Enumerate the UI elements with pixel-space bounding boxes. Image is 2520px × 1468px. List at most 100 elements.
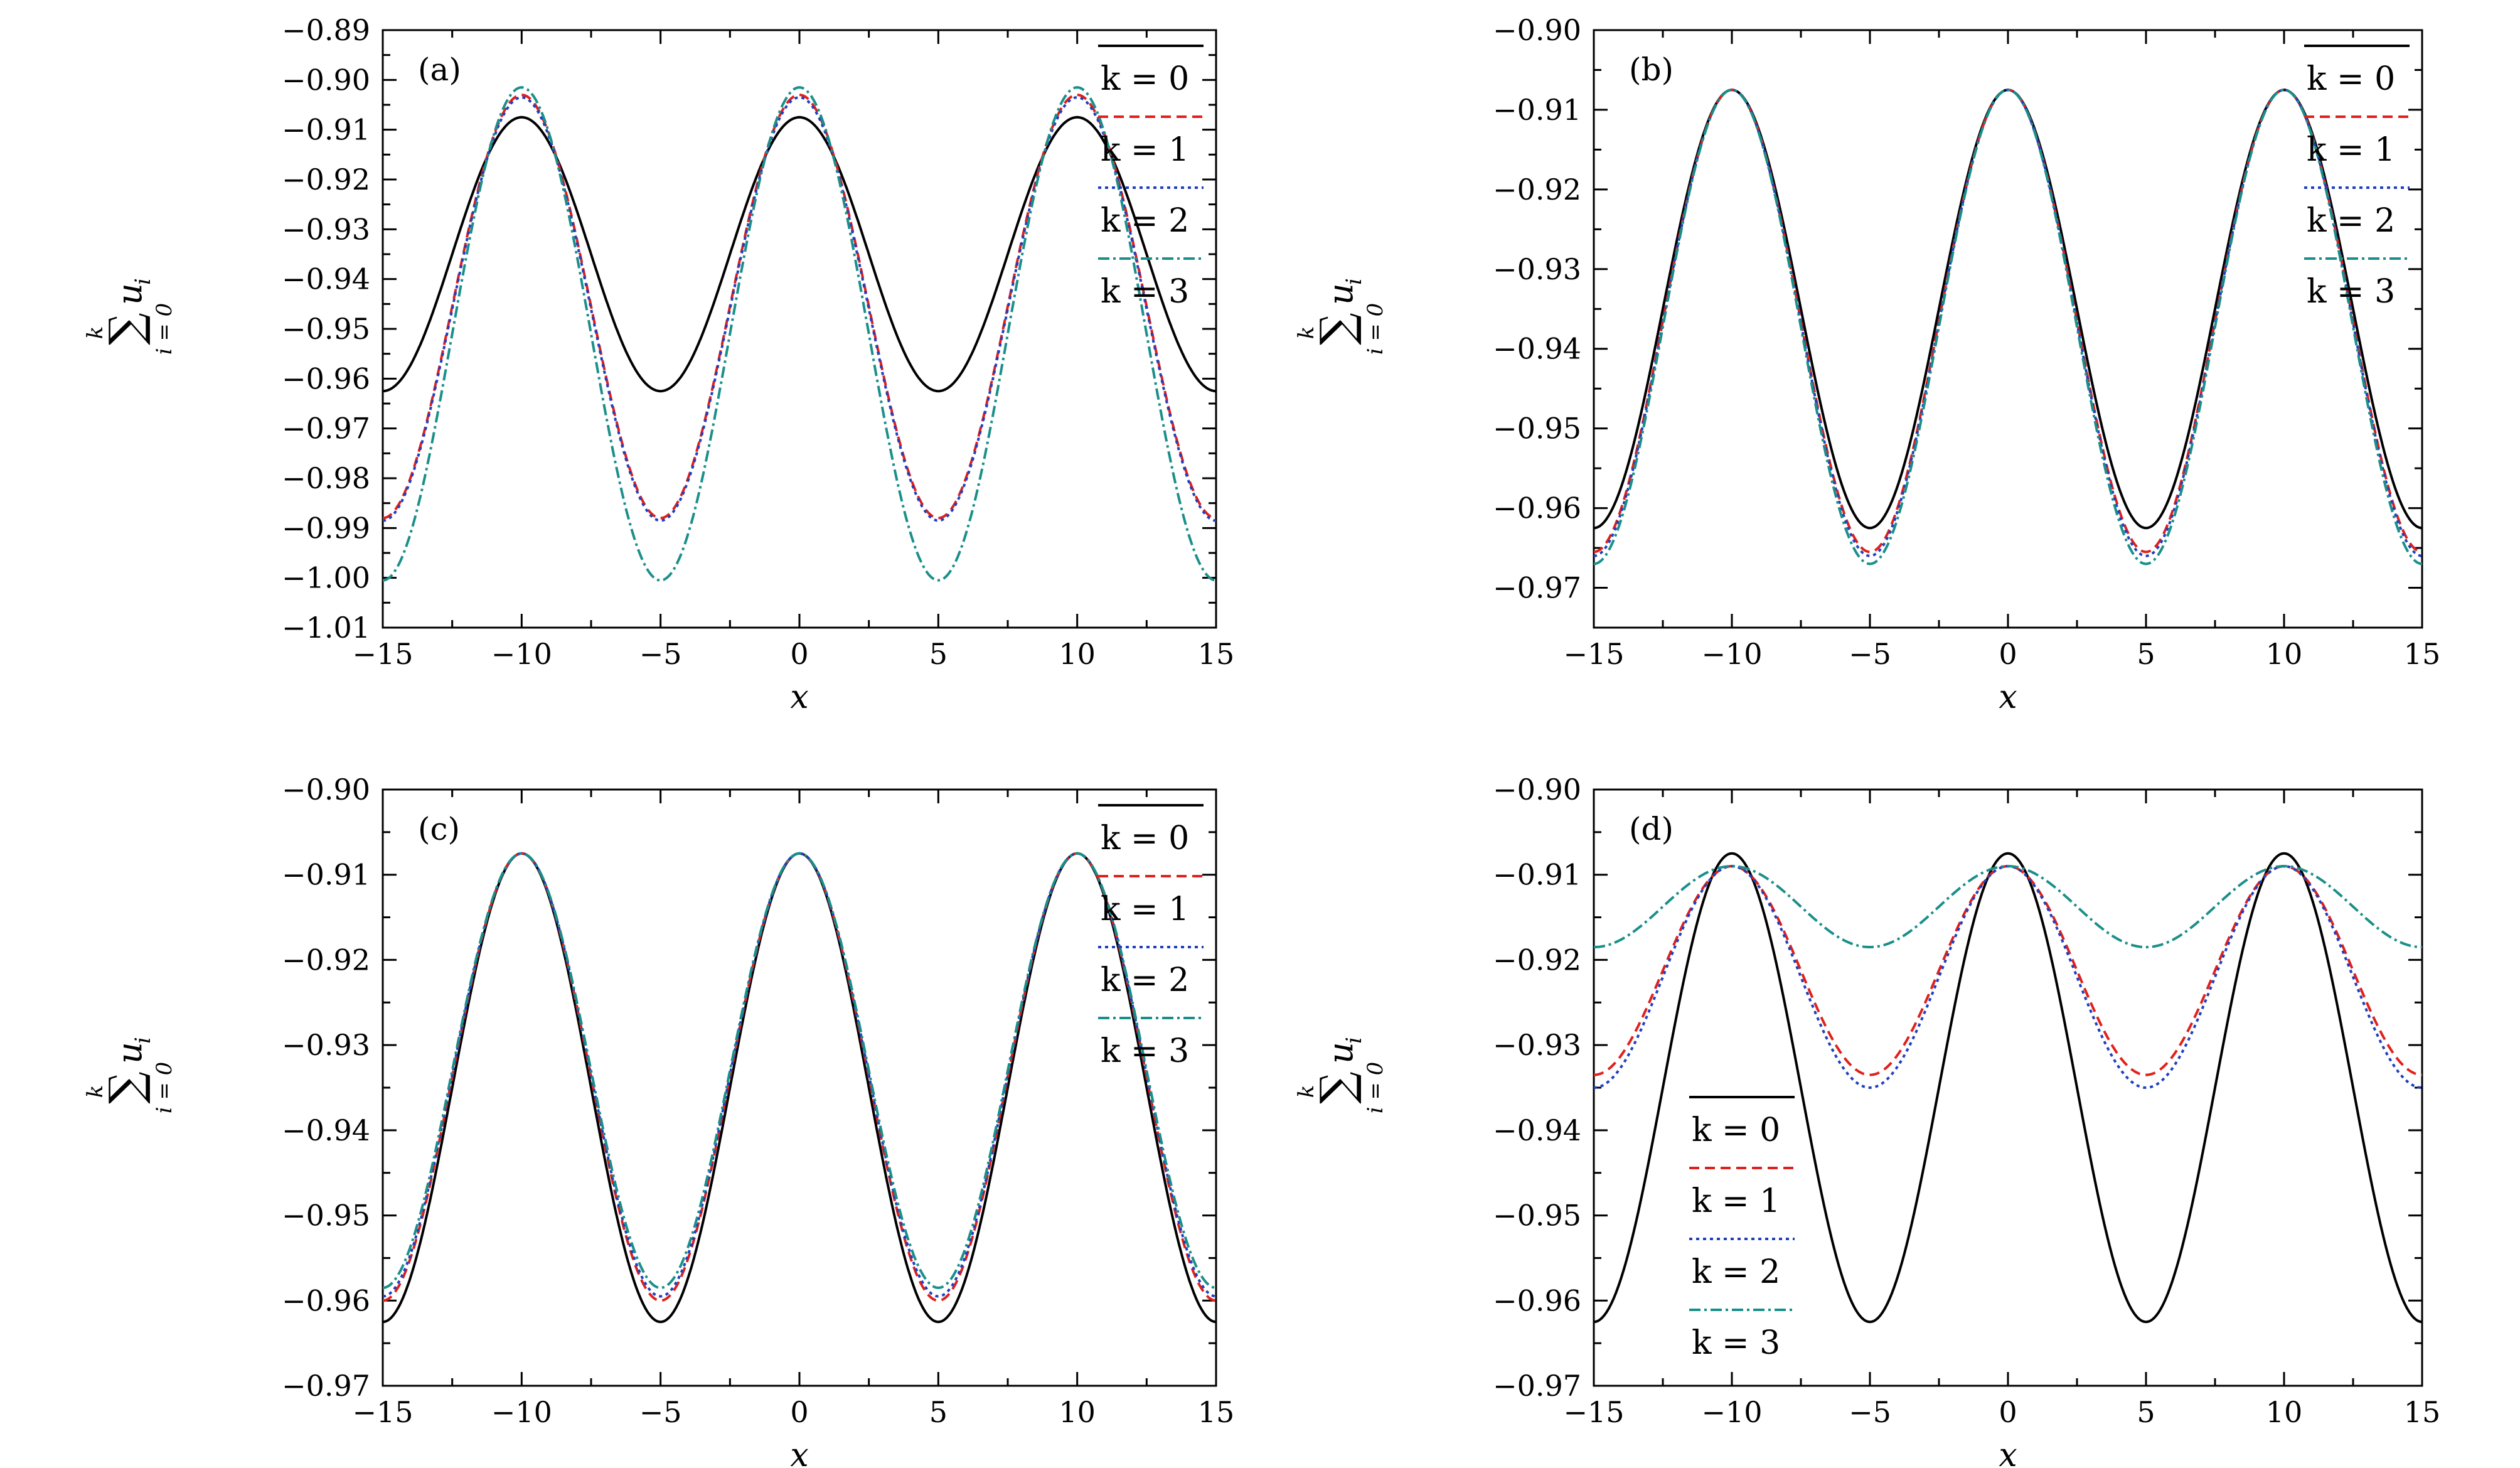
series-line-k1 — [1594, 88, 2422, 554]
y-tick-label: −0.92 — [1493, 173, 1581, 206]
x-tick-label: 15 — [1198, 1395, 1235, 1429]
y-tick-label: −0.97 — [282, 1369, 370, 1403]
x-tick-label: 5 — [929, 637, 948, 671]
series-line-k0 — [1594, 852, 2422, 1324]
y-tick-label: −0.93 — [282, 212, 370, 246]
y-label-lower: i = 0 — [152, 303, 177, 355]
panel-c: −15 −10 −5 0 5 10 15 x −0.90 −0.91 −0.92 −0.93 −0.94… — [83, 773, 1234, 1468]
legend-entry-k2: k = 2 — [2307, 202, 2395, 240]
y-label-upper: k — [83, 1085, 108, 1098]
y-label-lower: i = 0 — [1363, 1062, 1388, 1114]
x-tick-label: −15 — [1563, 1395, 1624, 1429]
y-label-sub: i — [131, 1037, 156, 1044]
y-tick-label: −0.93 — [282, 1028, 370, 1062]
x-tick-label: 0 — [1999, 637, 2017, 671]
y-tick-label: −0.95 — [282, 312, 370, 346]
plot-frame — [382, 29, 1217, 629]
y-tick-label: −0.94 — [1493, 332, 1581, 366]
y-axis-label: ∑k i = 0ui — [83, 278, 177, 355]
y-tick-label: −0.93 — [1493, 252, 1581, 286]
y-tick-label: −0.91 — [282, 858, 370, 892]
x-tick-label: −10 — [1701, 637, 1762, 671]
legend-entry-k2: k = 2 — [1692, 1253, 1780, 1291]
x-tick-label: 0 — [790, 1395, 808, 1429]
y-tick-label: −0.90 — [1493, 773, 1581, 806]
panel-label: (c) — [418, 811, 460, 847]
y-label-term: u — [1321, 283, 1360, 305]
x-tick-label: 10 — [1059, 1395, 1096, 1429]
legend-entry-k0: k = 0 — [1101, 820, 1189, 857]
x-tick-label: 15 — [1198, 637, 1235, 671]
x-tick-label: 10 — [1059, 637, 1096, 671]
x-tick-label: 5 — [929, 1395, 948, 1429]
series-line-k1 — [383, 852, 1216, 1302]
y-tick-label: −0.95 — [1493, 412, 1581, 446]
x-tick-label: −15 — [352, 637, 413, 671]
y-tick-label: −0.92 — [282, 163, 370, 196]
y-label-sub: i — [1342, 278, 1367, 285]
legend-entry-k2: k = 2 — [1101, 962, 1189, 999]
y-tick-label: −0.89 — [282, 13, 370, 47]
y-label-lower: i = 0 — [152, 1062, 177, 1114]
legend-entry-k0: k = 0 — [1692, 1112, 1780, 1149]
legend-entry-k1: k = 1 — [1101, 891, 1189, 928]
x-tick-label: 10 — [2266, 637, 2303, 671]
series-line-k3 — [383, 852, 1216, 1289]
y-label-term: u — [110, 283, 149, 305]
panel-label: (a) — [418, 51, 461, 88]
y-tick-label: −0.99 — [282, 511, 370, 545]
legend: k = 0 k = 1 k = 2 k = 3 — [1098, 45, 1204, 311]
series-line-k0 — [383, 115, 1216, 393]
legend-entry-k2: k = 2 — [1101, 202, 1189, 240]
y-tick-label: −0.91 — [1493, 93, 1581, 127]
panel-d: −15 −10 −5 0 5 10 15 x −0.90 −0.91 −0.92 −0.93 −0.94… — [1294, 773, 2440, 1468]
y-label-term: u — [1321, 1042, 1360, 1064]
y-tick-label: −0.95 — [1493, 1199, 1581, 1233]
legend-entry-k3: k = 3 — [2307, 273, 2395, 311]
x-tick-label: −5 — [639, 637, 682, 671]
y-tick-label: −0.96 — [1493, 1283, 1581, 1317]
plot-frame — [382, 788, 1217, 1387]
series-line-k3 — [1594, 865, 2422, 949]
series-line-k1 — [383, 94, 1216, 520]
plot-frame — [1593, 788, 2423, 1387]
y-axis-label: ∑k i = 0ui — [83, 1037, 177, 1113]
legend-entry-k0: k = 0 — [1101, 60, 1189, 98]
y-tick-label: −0.96 — [282, 362, 370, 395]
y-tick-label: −0.97 — [1493, 571, 1581, 605]
y-tick-label: −0.97 — [1493, 1369, 1581, 1403]
y-tick-label: −0.94 — [282, 262, 370, 296]
y-tick-label: −0.90 — [1493, 13, 1581, 47]
y-label-sigma: ∑ — [1310, 1071, 1363, 1103]
series-line-k0 — [383, 852, 1216, 1324]
y-tick-label: −0.91 — [1493, 858, 1581, 892]
y-tick-label: −0.94 — [282, 1113, 370, 1147]
y-axis-label: ∑k i = 0ui — [1294, 278, 1388, 355]
y-tick-label: −0.98 — [282, 461, 370, 495]
y-label-upper: k — [1294, 326, 1319, 340]
x-axis-label: x — [1999, 1437, 2017, 1468]
x-tick-label: −5 — [1849, 1395, 1891, 1429]
x-tick-label: 0 — [1999, 1395, 2017, 1429]
y-tick-label: −0.91 — [282, 113, 370, 147]
y-label-lower: i = 0 — [1363, 303, 1388, 355]
legend-entry-k1: k = 1 — [1692, 1182, 1780, 1220]
y-label-term: u — [110, 1042, 149, 1064]
panel-label: (d) — [1629, 811, 1674, 847]
y-label-sigma: ∑ — [1310, 313, 1363, 345]
x-tick-label: 0 — [790, 637, 808, 671]
legend-entry-k3: k = 3 — [1692, 1324, 1780, 1362]
y-tick-label: −1.00 — [282, 561, 370, 595]
legend-entry-k0: k = 0 — [2307, 60, 2395, 98]
panel-a: −15 −10 −5 0 5 10 15 x −0.89 −0.90 −0.91 −0.92 −0.93… — [83, 13, 1234, 716]
legend: k = 0 k = 1 k = 2 k = 3 — [2304, 45, 2410, 311]
x-tick-label: 10 — [2266, 1395, 2303, 1429]
series-line-k2 — [1594, 865, 2422, 1089]
x-tick-label: 5 — [2137, 1395, 2155, 1429]
x-tick-label: −15 — [1563, 637, 1624, 671]
y-label-sigma: ∑ — [99, 313, 152, 345]
y-label-sigma: ∑ — [99, 1071, 152, 1103]
y-tick-label: −0.96 — [282, 1283, 370, 1317]
y-tick-label: −0.92 — [282, 943, 370, 977]
